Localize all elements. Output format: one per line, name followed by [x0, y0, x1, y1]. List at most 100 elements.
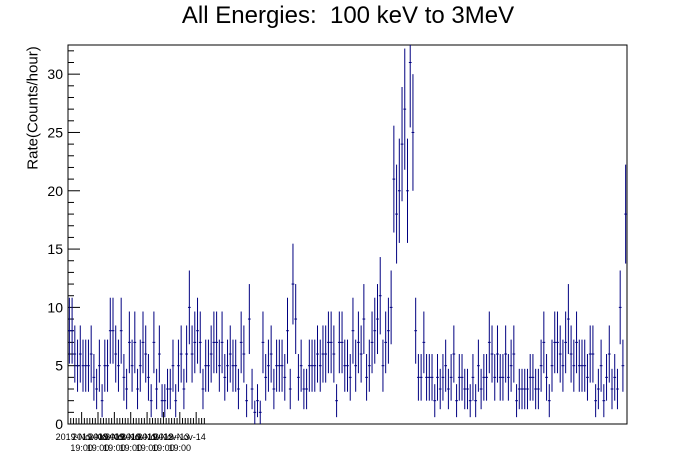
data-point [95, 368, 98, 410]
data-point [545, 354, 548, 401]
data-point [228, 325, 232, 383]
data-point [288, 368, 292, 410]
data-point [479, 368, 483, 410]
data-point [166, 368, 169, 410]
data-point [209, 325, 213, 383]
data-point [466, 368, 469, 410]
data-point [468, 384, 472, 418]
data-point [367, 339, 371, 392]
data-point [621, 339, 625, 392]
data-point [346, 339, 349, 392]
data-point [474, 384, 478, 418]
y-tick-label: 30 [47, 66, 63, 82]
data-point [250, 368, 254, 410]
data-point [485, 354, 488, 401]
y-tick-label: 10 [47, 299, 63, 315]
data-point [196, 297, 199, 364]
data-point [591, 325, 595, 383]
data-point [455, 384, 458, 418]
y-tick-label: 25 [47, 124, 63, 140]
data-point [237, 368, 240, 410]
data-point [114, 325, 118, 383]
data-point [138, 339, 142, 392]
data-point [68, 297, 71, 364]
data-point [457, 354, 461, 401]
data-point [501, 354, 505, 401]
data-point [526, 368, 529, 410]
data-point [144, 325, 148, 383]
data-point [411, 74, 415, 191]
data-point [444, 339, 448, 392]
x-tick-time-label: 19:00 [87, 443, 110, 453]
x-axis: 2019-Nov-0819:002019-Nov-0919:002019-Nov… [56, 412, 206, 453]
data-point [141, 311, 145, 374]
data-point [539, 339, 543, 392]
data-point [256, 384, 259, 418]
data-point [97, 339, 101, 392]
data-point [441, 354, 445, 401]
data-point [84, 339, 88, 392]
x-tick-date-label: 2019-Nov-09 [72, 432, 124, 442]
data-point [381, 339, 385, 392]
plot-border [67, 44, 628, 425]
data-point [190, 325, 194, 383]
data-point [561, 339, 565, 392]
data-point [182, 368, 186, 410]
data-point [588, 325, 592, 383]
data-point [564, 311, 568, 374]
data-point [417, 354, 420, 401]
data-point [477, 339, 480, 392]
data-point [242, 325, 246, 383]
data-point [602, 384, 606, 418]
data-point [531, 354, 535, 401]
y-axis: 0 5 10 15 20 25 30 [47, 50, 80, 432]
x-tick-time-label: 19:00 [70, 443, 93, 453]
data-point [493, 354, 497, 401]
data-point [247, 284, 251, 355]
data-point [220, 311, 224, 374]
data-point [616, 368, 619, 410]
data-point [400, 86, 404, 202]
data-point [87, 339, 90, 392]
data-point [174, 384, 178, 418]
data-point [245, 384, 248, 418]
data-point [447, 368, 450, 410]
data-point [512, 325, 516, 383]
data-point [490, 325, 494, 383]
data-point [155, 368, 158, 410]
data-point [373, 297, 377, 364]
data-point [507, 354, 510, 401]
data-point [70, 297, 74, 364]
data-point [343, 339, 347, 392]
data-point [580, 339, 584, 392]
data-point [275, 339, 278, 392]
data-point [111, 297, 115, 364]
data-point [217, 339, 221, 392]
x-tick-date-label: 2019-Nov-08 [56, 432, 108, 442]
data-point [430, 354, 434, 401]
data-point [78, 325, 82, 383]
data-point [520, 368, 524, 410]
x-tick-date-label: 2019-Nov-10 [88, 432, 140, 442]
data-point [108, 297, 112, 364]
data-point [569, 325, 573, 383]
data-point [103, 339, 107, 392]
data-point [160, 384, 164, 418]
y-tick-label: 20 [47, 183, 63, 199]
data-point [335, 384, 338, 418]
data-point [157, 325, 161, 383]
x-tick-date-label: 2019-Nov-13 [137, 432, 189, 442]
data-point [427, 354, 431, 401]
data-point [305, 368, 308, 410]
data-point [395, 164, 398, 264]
data-point [122, 354, 126, 401]
data-point [586, 354, 589, 401]
data-point [327, 311, 330, 374]
data-point [438, 368, 442, 410]
x-tick-time-label: 19:00 [169, 443, 192, 453]
data-point [504, 325, 508, 383]
data-point [283, 354, 287, 401]
data-point [550, 339, 554, 392]
data-point [389, 270, 393, 345]
